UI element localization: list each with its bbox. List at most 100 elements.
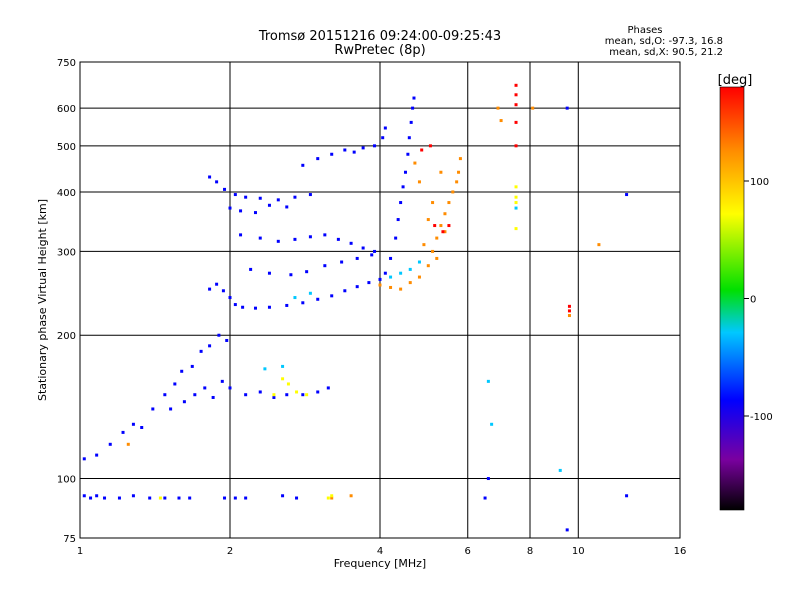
data-point bbox=[285, 393, 289, 397]
y-tick-label: 100 bbox=[57, 475, 76, 486]
data-point bbox=[103, 496, 107, 500]
data-point bbox=[383, 271, 387, 275]
data-point bbox=[451, 190, 455, 194]
data-point bbox=[567, 314, 571, 318]
y-axis-label: Stationary phase Virtual Height [km] bbox=[36, 199, 49, 401]
data-point bbox=[435, 256, 439, 260]
stats-heading: Phases bbox=[627, 25, 662, 36]
data-point bbox=[330, 496, 334, 500]
data-point bbox=[458, 157, 462, 161]
data-point bbox=[233, 303, 237, 307]
data-point bbox=[131, 494, 135, 498]
data-point bbox=[177, 496, 181, 500]
y-tick-label: 300 bbox=[57, 247, 76, 258]
data-point bbox=[228, 386, 232, 390]
data-point bbox=[117, 496, 121, 500]
data-point bbox=[531, 106, 535, 110]
data-point bbox=[281, 364, 285, 368]
data-point bbox=[420, 148, 424, 152]
data-point bbox=[514, 185, 518, 189]
data-point bbox=[373, 249, 377, 253]
data-point bbox=[373, 144, 377, 148]
data-point bbox=[140, 425, 144, 429]
data-point bbox=[394, 236, 398, 240]
data-point bbox=[426, 218, 430, 222]
colorbar-tick-label: -100 bbox=[750, 412, 773, 423]
data-point bbox=[381, 136, 385, 140]
data-point bbox=[239, 209, 243, 213]
data-point bbox=[406, 152, 410, 156]
data-point bbox=[263, 367, 267, 371]
data-point bbox=[293, 296, 297, 300]
data-point bbox=[396, 218, 400, 222]
data-point bbox=[211, 395, 215, 399]
data-point bbox=[514, 93, 518, 97]
data-point bbox=[443, 212, 447, 216]
data-point bbox=[352, 150, 356, 154]
data-point bbox=[267, 305, 271, 309]
data-point bbox=[383, 126, 387, 130]
data-point bbox=[378, 277, 382, 281]
data-point bbox=[215, 180, 219, 184]
data-point bbox=[439, 224, 443, 228]
data-point bbox=[223, 187, 227, 191]
data-point bbox=[285, 205, 289, 209]
data-point bbox=[558, 468, 562, 472]
data-point bbox=[417, 260, 421, 264]
data-point bbox=[203, 386, 207, 390]
data-point bbox=[228, 206, 232, 210]
data-point bbox=[514, 103, 518, 107]
data-point bbox=[215, 282, 219, 286]
data-point bbox=[403, 170, 407, 174]
data-point bbox=[412, 96, 416, 100]
data-point bbox=[281, 377, 285, 381]
data-point bbox=[514, 195, 518, 199]
data-point bbox=[131, 422, 135, 426]
data-point bbox=[343, 148, 347, 152]
x-tick-label: 4 bbox=[377, 546, 383, 557]
data-point bbox=[378, 283, 382, 287]
data-point bbox=[295, 496, 299, 500]
data-point bbox=[326, 386, 330, 390]
data-point bbox=[567, 304, 571, 308]
data-point bbox=[308, 291, 312, 295]
data-point bbox=[330, 152, 334, 156]
grid bbox=[80, 62, 680, 538]
data-point bbox=[267, 271, 271, 275]
data-point bbox=[407, 136, 411, 140]
data-point bbox=[428, 144, 432, 148]
data-point bbox=[486, 477, 490, 481]
data-point bbox=[158, 496, 162, 500]
data-point bbox=[163, 393, 167, 397]
data-point bbox=[244, 195, 248, 199]
data-point bbox=[286, 382, 290, 386]
colorbar-label: [deg] bbox=[718, 73, 753, 88]
data-point bbox=[151, 407, 155, 411]
stats-line-x: mean, sd,X: 90.5, 21.2 bbox=[609, 47, 723, 58]
data-point bbox=[417, 180, 421, 184]
data-point bbox=[567, 309, 571, 313]
data-point bbox=[148, 496, 152, 500]
data-point bbox=[408, 267, 412, 271]
data-point bbox=[308, 193, 312, 197]
data-point bbox=[239, 233, 243, 237]
data-point bbox=[221, 289, 225, 293]
data-point bbox=[244, 393, 248, 397]
data-point bbox=[233, 193, 237, 197]
data-point bbox=[625, 494, 629, 498]
data-point bbox=[389, 285, 393, 289]
data-point bbox=[399, 201, 403, 205]
data-point bbox=[401, 185, 405, 189]
data-point bbox=[208, 344, 212, 348]
data-point bbox=[258, 196, 262, 200]
data-point bbox=[253, 211, 257, 215]
data-point bbox=[316, 157, 320, 161]
y-tick-label: 400 bbox=[57, 188, 76, 199]
data-point bbox=[199, 349, 203, 353]
data-point bbox=[417, 275, 421, 279]
data-point bbox=[180, 369, 184, 373]
data-point bbox=[447, 201, 451, 205]
data-point bbox=[293, 195, 297, 199]
data-point bbox=[499, 119, 503, 123]
data-point bbox=[293, 237, 297, 241]
